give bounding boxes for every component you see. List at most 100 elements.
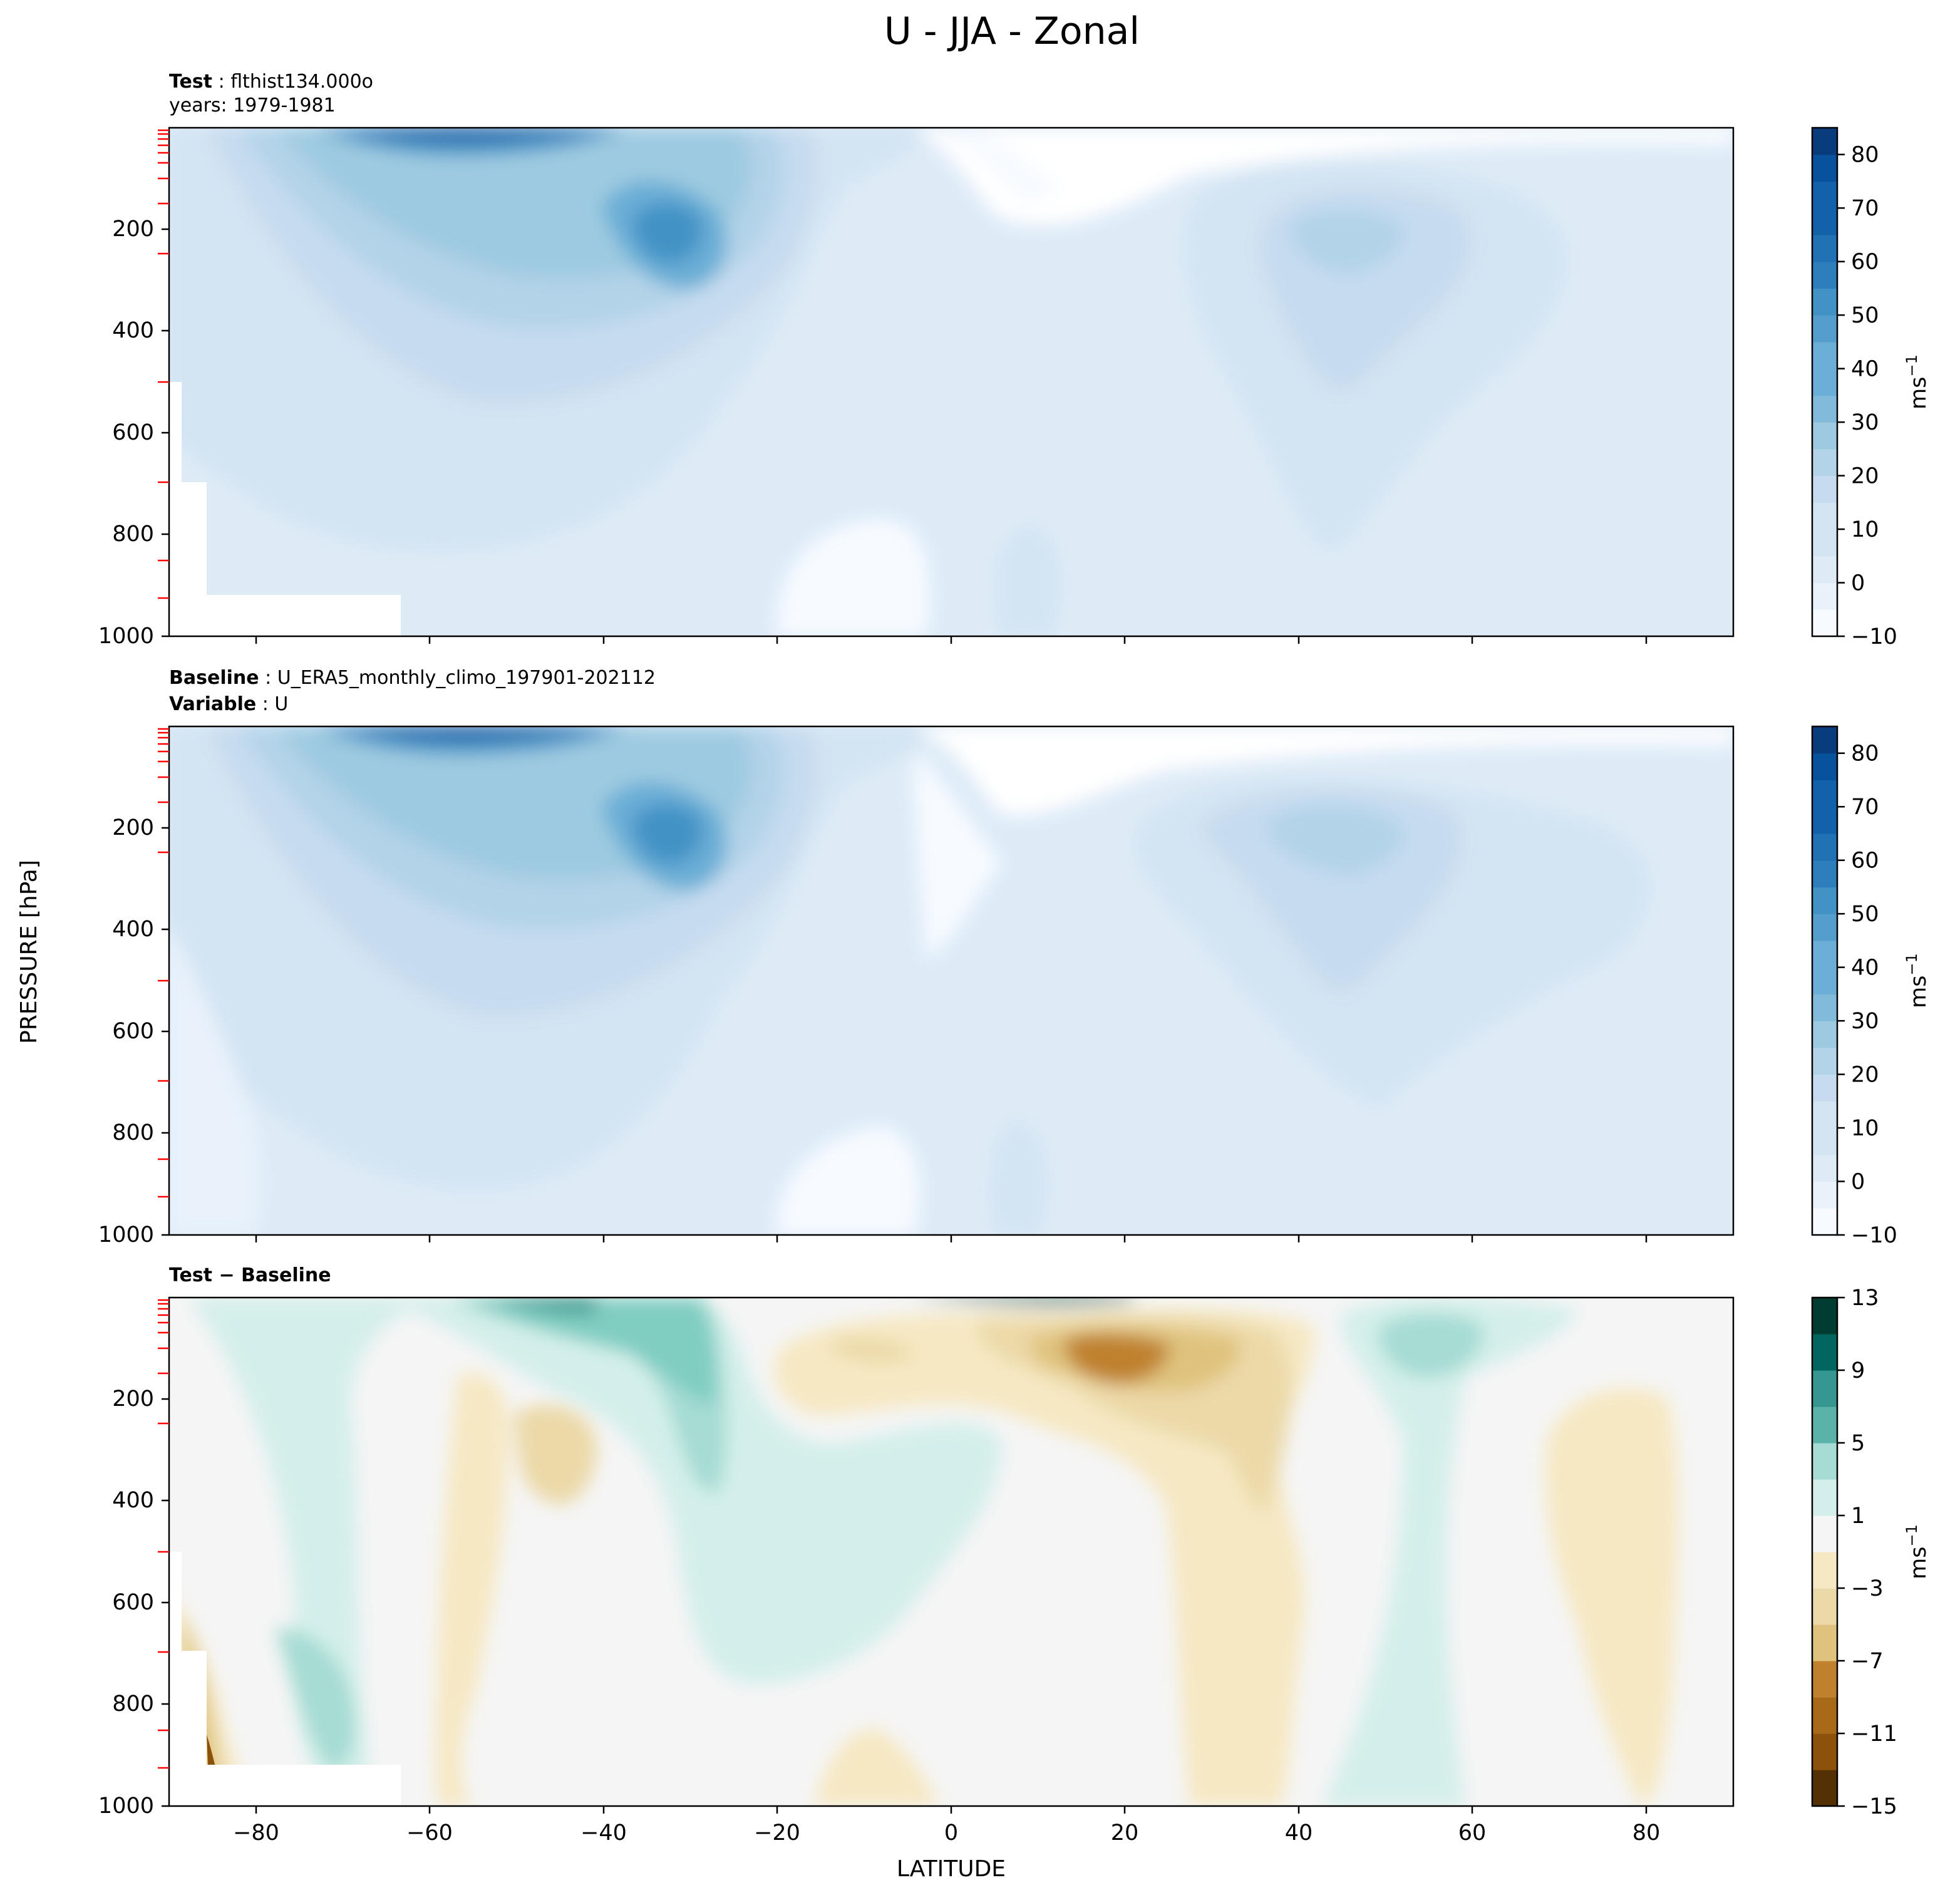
test-colorbar-swatch — [1812, 609, 1837, 637]
diff-ytick-800: 800 — [112, 1691, 154, 1717]
test-colorbar-swatch — [1812, 422, 1837, 450]
xtick-60: 60 — [1458, 1820, 1487, 1846]
baseline-colorbar-swatch — [1812, 753, 1837, 781]
x-axis-label: LATITUDE — [897, 1856, 1006, 1882]
diff-colorbar-swatch — [1812, 1479, 1837, 1516]
xtick-minus40: −40 — [580, 1820, 627, 1846]
diff-colorbar-swatch — [1812, 1588, 1837, 1625]
test-ytick-800: 800 — [112, 522, 154, 547]
test-colorbar-swatch — [1812, 234, 1837, 262]
test-ytick-1000: 1000 — [98, 624, 154, 649]
diff-colorbar-label: ms−1 — [1903, 1524, 1931, 1579]
baseline-colorbar-swatch — [1812, 967, 1837, 994]
baseline-ytick-600: 600 — [112, 1019, 154, 1044]
baseline-colorbar-swatch — [1812, 914, 1837, 941]
diff-colorbar-tick-label: 5 — [1851, 1431, 1865, 1456]
diff-y-axis: 200 400 600 800 1000 — [98, 1386, 169, 1819]
test-ytick-600: 600 — [112, 420, 154, 445]
panel-test: Test : flthist134.000o years: 1979-1981 — [98, 71, 1931, 649]
diff-colorbar-swatch — [1812, 1552, 1837, 1589]
baseline-colorbar-swatches — [1812, 726, 1837, 1236]
baseline-colorbar-tick-label: 30 — [1851, 1009, 1879, 1034]
diff-x-axis: −80 −60 −40 −20 0 20 40 60 80 — [233, 1806, 1660, 1846]
baseline-colorbar-tick-label: −10 — [1851, 1223, 1897, 1248]
baseline-colorbar-tick-label: 80 — [1851, 741, 1879, 767]
baseline-contour-field — [169, 726, 1733, 1235]
baseline-colorbar-tick-label: 0 — [1851, 1170, 1865, 1195]
diff-ytick-400: 400 — [112, 1488, 154, 1513]
panel-baseline: Baseline : U_ERA5_monthly_climo_197901-2… — [98, 667, 1931, 1248]
diff-colorbar-swatch — [1812, 1515, 1837, 1552]
baseline-colorbar-swatch — [1812, 1074, 1837, 1102]
test-colorbar-tick-label: 50 — [1851, 303, 1879, 328]
baseline-ytick-800: 800 — [112, 1120, 154, 1145]
test-colorbar: 80 70 60 50 40 30 20 10 0 −10 ms−1 — [1811, 126, 1931, 649]
diff-colorbar: 13 9 5 1 −3 −7 −11 −15 ms−1 — [1811, 1286, 1931, 1819]
test-colorbar-swatch — [1812, 448, 1837, 477]
diff-contour-field — [169, 1298, 1733, 1806]
diff-colorbar-swatch — [1812, 1624, 1837, 1661]
baseline-colorbar-swatch — [1812, 1021, 1837, 1048]
test-colorbar-tick-label: −10 — [1851, 624, 1897, 649]
diff-ytick-600: 600 — [112, 1590, 154, 1615]
baseline-ytick-200: 200 — [112, 815, 154, 840]
baseline-colorbar: 80 70 60 50 40 30 20 10 0 −10 ms−1 — [1811, 725, 1931, 1248]
test-contour-field — [169, 128, 1733, 636]
xtick-minus80: −80 — [233, 1820, 279, 1846]
panel-test-subtitle: years: 1979-1981 — [169, 95, 336, 116]
diff-colorbar-swatch — [1812, 1733, 1837, 1770]
test-colorbar-tick-label: 10 — [1851, 517, 1879, 542]
diff-colorbar-swatch — [1812, 1443, 1837, 1480]
diff-ytick-1000: 1000 — [98, 1794, 154, 1819]
baseline-colorbar-swatch — [1812, 1047, 1837, 1075]
baseline-ytick-1000: 1000 — [98, 1222, 154, 1247]
test-colorbar-tick-label: 20 — [1851, 464, 1879, 489]
baseline-colorbar-swatch — [1812, 1181, 1837, 1209]
baseline-colorbar-swatch — [1812, 833, 1837, 861]
test-colorbar-swatch — [1812, 128, 1837, 155]
diff-colorbar-tick-label: −3 — [1851, 1576, 1884, 1601]
panel-baseline-title: Baseline : U_ERA5_monthly_climo_197901-2… — [169, 667, 656, 689]
baseline-colorbar-label: ms−1 — [1903, 953, 1931, 1008]
baseline-colorbar-swatch — [1812, 1128, 1837, 1155]
diff-colorbar-tick-label: 13 — [1851, 1286, 1879, 1311]
test-colorbar-swatch — [1812, 368, 1837, 396]
baseline-colorbar-swatch — [1812, 726, 1837, 754]
baseline-ytick-400: 400 — [112, 917, 154, 942]
test-colorbar-swatch — [1812, 181, 1837, 209]
panel-diff-title: Test − Baseline — [169, 1264, 331, 1286]
test-colorbar-swatch — [1812, 529, 1837, 557]
baseline-colorbar-tick-label: 10 — [1851, 1116, 1879, 1141]
test-colorbar-swatch — [1812, 555, 1837, 584]
baseline-y-axis: 200 400 600 800 1000 — [98, 815, 169, 1247]
test-colorbar-swatch — [1812, 502, 1837, 530]
diff-colorbar-swatch — [1812, 1697, 1837, 1734]
baseline-colorbar-tick-label: 60 — [1851, 849, 1879, 874]
diff-colorbar-swatch — [1812, 1661, 1837, 1698]
xtick-80: 80 — [1632, 1820, 1661, 1846]
test-ytick-400: 400 — [112, 318, 154, 343]
baseline-colorbar-swatch — [1812, 780, 1837, 807]
baseline-colorbar-tick-label: 70 — [1851, 795, 1879, 820]
test-colorbar-swatch — [1812, 341, 1837, 369]
baseline-colorbar-swatch — [1812, 1208, 1837, 1236]
test-colorbar-tick-label: 30 — [1851, 410, 1879, 435]
baseline-colorbar-swatch — [1812, 940, 1837, 968]
xtick-minus60: −60 — [406, 1820, 453, 1846]
panel-diff: Test − Baseline — [98, 1264, 1931, 1846]
test-ytick-200: 200 — [112, 217, 154, 242]
test-colorbar-tick-label: 80 — [1851, 143, 1879, 168]
xtick-40: 40 — [1285, 1820, 1313, 1846]
panel-test-title: Test : flthist134.000o — [169, 71, 373, 93]
baseline-colorbar-tick-label: 50 — [1851, 902, 1879, 927]
test-x-ticks — [255, 636, 1648, 644]
test-colorbar-swatch — [1812, 261, 1837, 289]
test-y-axis: 200 400 600 800 1000 — [98, 217, 169, 649]
test-colorbar-swatch — [1812, 154, 1837, 182]
baseline-colorbar-swatch — [1812, 887, 1837, 914]
test-colorbar-swatches — [1812, 128, 1837, 637]
test-colorbar-tick-label: 60 — [1851, 250, 1879, 275]
baseline-colorbar-tick-label: 20 — [1851, 1063, 1879, 1088]
test-colorbar-tick-label: 40 — [1851, 357, 1879, 382]
